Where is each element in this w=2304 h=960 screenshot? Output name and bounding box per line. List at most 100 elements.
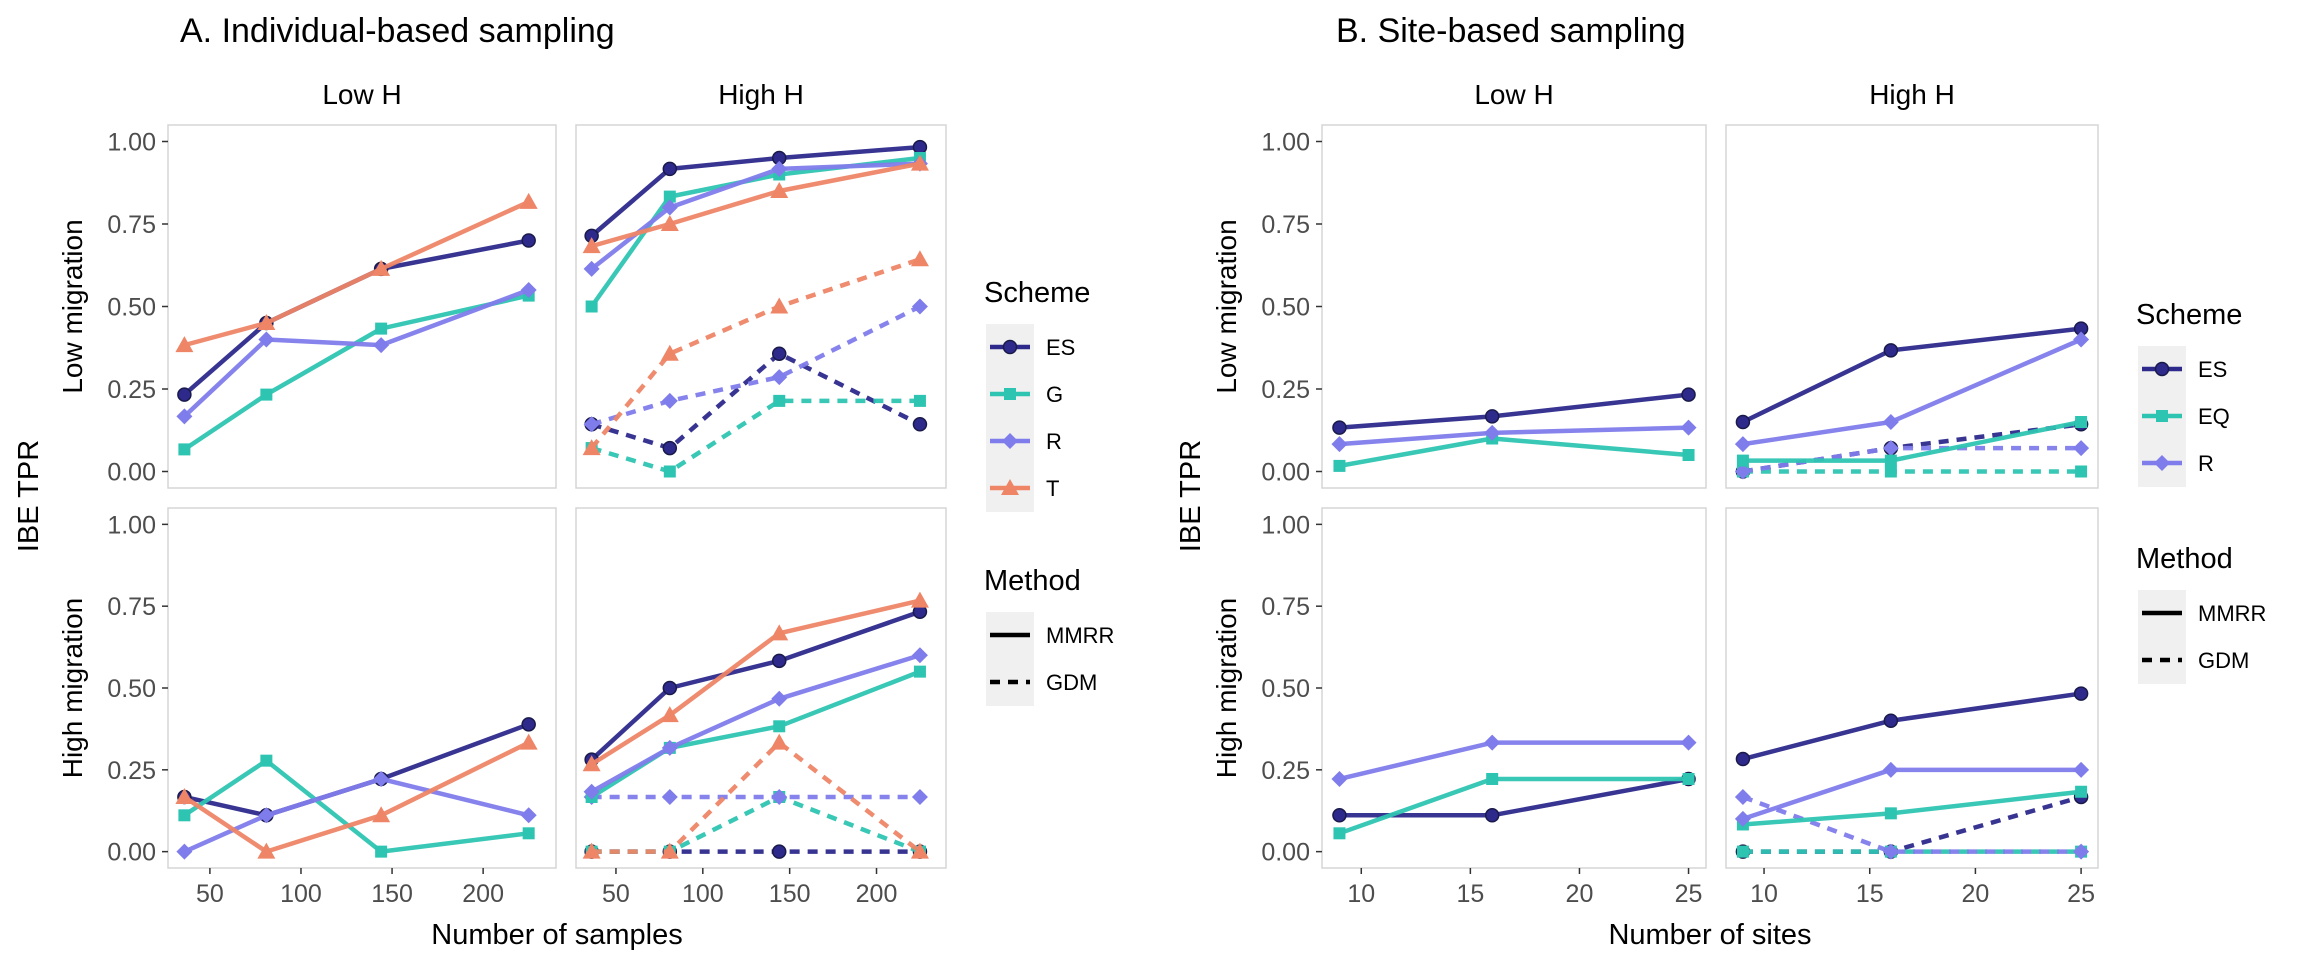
data-point-es — [771, 844, 787, 859]
data-point-t — [660, 215, 679, 231]
legend-key-marker-t — [1001, 479, 1019, 495]
data-point-t — [660, 842, 679, 859]
y-tick-label: 1.00 — [107, 511, 156, 539]
data-point-g — [773, 394, 786, 407]
legend-scheme-label: ES — [1046, 335, 1075, 360]
legend-key-marker-r — [2154, 455, 2170, 471]
legend-key-marker-g — [1004, 388, 1016, 400]
column-strip-label: Low H — [322, 79, 401, 110]
data-point-es — [912, 139, 928, 155]
data-point-g — [663, 190, 676, 203]
x-tick-label: 150 — [371, 880, 413, 908]
y-tick-label: 0.50 — [107, 294, 156, 322]
data-point-eq — [1884, 807, 1897, 820]
data-point-r — [911, 647, 928, 664]
data-point-eq — [1682, 772, 1695, 785]
data-point-r — [258, 331, 275, 348]
data-point-r — [1484, 424, 1501, 441]
data-point-r — [258, 807, 275, 824]
x-tick-label: 150 — [769, 880, 811, 908]
data-point-es — [771, 346, 787, 361]
series-line-g-mmrr — [590, 669, 921, 799]
data-point-g — [375, 322, 388, 335]
data-point-t — [582, 237, 601, 254]
legend-scheme-label: ES — [2198, 357, 2227, 382]
data-point-t — [372, 259, 391, 276]
data-point-es — [1332, 808, 1347, 823]
data-point-t — [582, 842, 601, 859]
data-point-t — [910, 842, 929, 859]
x-tick-label: 15 — [1456, 880, 1484, 908]
series-line-r-mmrr — [182, 287, 530, 419]
data-point-r — [771, 160, 788, 177]
series-line-g-gdm — [590, 398, 920, 474]
data-point-es — [1735, 751, 1751, 767]
data-point-r — [373, 337, 390, 354]
data-point-r — [1882, 440, 1899, 457]
legend-method-label: GDM — [1046, 670, 1097, 695]
legend-key-marker-eq — [2156, 410, 2168, 422]
data-point-r — [771, 788, 788, 805]
data-point-es — [177, 387, 192, 402]
data-point-t — [660, 706, 679, 723]
data-point-g — [260, 388, 273, 401]
series-line-es-gdm — [590, 351, 921, 451]
series-line-es-mmrr — [590, 144, 921, 238]
row-strip-label: Low migration — [1211, 219, 1242, 393]
data-point-eq — [1884, 465, 1897, 478]
legend-method-label: GDM — [2198, 648, 2249, 673]
data-point-r — [583, 783, 600, 800]
data-point-r — [911, 788, 928, 805]
y-tick-label: 1.00 — [1261, 511, 1310, 539]
y-tick-label: 0.00 — [107, 839, 156, 867]
x-tick-label: 20 — [1962, 880, 1990, 908]
legend-method-title: Method — [2136, 543, 2233, 575]
y-tick-label: 0.75 — [1261, 593, 1310, 621]
y-axis-label: IBE TPR — [1175, 440, 1207, 552]
data-point-r — [1484, 734, 1501, 751]
x-tick-label: 10 — [1347, 880, 1375, 908]
x-tick-label: 50 — [602, 880, 630, 908]
data-point-g — [663, 465, 676, 478]
series-line-t-mmrr — [591, 161, 921, 249]
data-point-r — [176, 843, 193, 860]
data-point-t — [910, 591, 929, 608]
data-point-r — [771, 690, 788, 707]
y-tick-label: 0.25 — [107, 376, 156, 404]
data-point-r — [1882, 843, 1899, 860]
series-line-t-mmrr — [183, 199, 530, 348]
data-point-es — [912, 417, 928, 432]
data-point-t — [660, 344, 679, 361]
panel-frame — [1725, 507, 2099, 869]
legend-scheme-label: G — [1046, 382, 1063, 407]
data-point-r — [1734, 810, 1751, 827]
data-point-eq — [1333, 459, 1346, 472]
series-line-g-mmrr — [183, 293, 530, 452]
data-point-es — [662, 161, 678, 177]
x-axis-label: Number of sites — [1608, 919, 1811, 951]
y-tick-label: 0.00 — [1261, 839, 1310, 867]
series-line-r-mmrr — [590, 653, 921, 794]
data-point-t — [910, 154, 929, 171]
data-point-eq — [2075, 416, 2088, 428]
data-point-t — [770, 624, 789, 641]
data-point-r — [1734, 436, 1751, 453]
data-point-es — [1883, 343, 1899, 358]
data-point-t — [372, 806, 391, 823]
data-point-t — [257, 842, 276, 859]
data-point-t — [175, 336, 194, 353]
data-point-r — [1331, 770, 1348, 787]
data-point-r — [583, 416, 600, 433]
y-tick-label: 0.50 — [107, 675, 156, 703]
data-point-r — [2073, 843, 2090, 860]
data-point-r — [661, 739, 678, 756]
data-point-g — [773, 720, 786, 733]
data-point-es — [771, 653, 787, 669]
row-strip-label: Low migration — [57, 219, 88, 393]
row-strip-label: High migration — [1211, 598, 1242, 779]
series-line-g-mmrr — [183, 758, 529, 854]
x-tick-label: 15 — [1856, 880, 1884, 908]
data-point-es — [1883, 713, 1899, 728]
legend-scheme-label: R — [1046, 429, 1062, 454]
